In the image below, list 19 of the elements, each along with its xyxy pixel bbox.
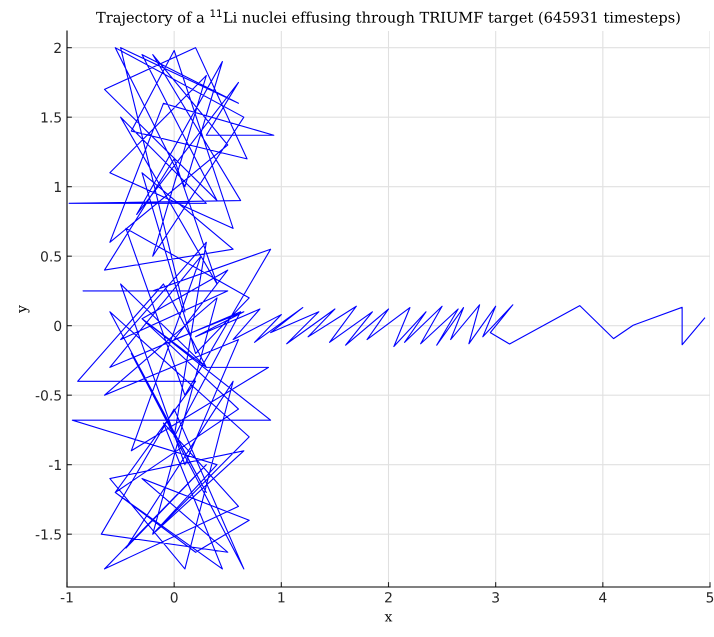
y-tick-label: -0.5 [36,390,61,401]
x-tick-label: 0 [170,592,178,603]
x-axis-title: x [384,614,392,622]
y-axis-title: y [19,305,30,313]
y-tick-label: 2 [54,42,61,53]
y-tick-label: -1.5 [36,529,61,540]
chart-title: Trajectory of a $^{11}$Li nuclei effusing through TRIUMF target (645931 timesteps) [96,10,680,26]
y-tick-label: 1 [54,182,61,192]
x-tick-label: 5 [706,592,714,603]
x-tick-label: 2 [385,592,392,602]
y-tick-label: 0.5 [40,251,61,262]
x-tick-label: 3 [492,592,499,603]
y-tick-label: 0 [54,320,62,332]
line-series [68,47,706,570]
y-tick-label: -1 [48,460,61,470]
x-tick-label: -1 [60,592,73,602]
x-tick-label: 1 [278,592,284,602]
x-tick-label: 4 [599,592,606,602]
y-tick-label: 1.5 [42,112,61,123]
